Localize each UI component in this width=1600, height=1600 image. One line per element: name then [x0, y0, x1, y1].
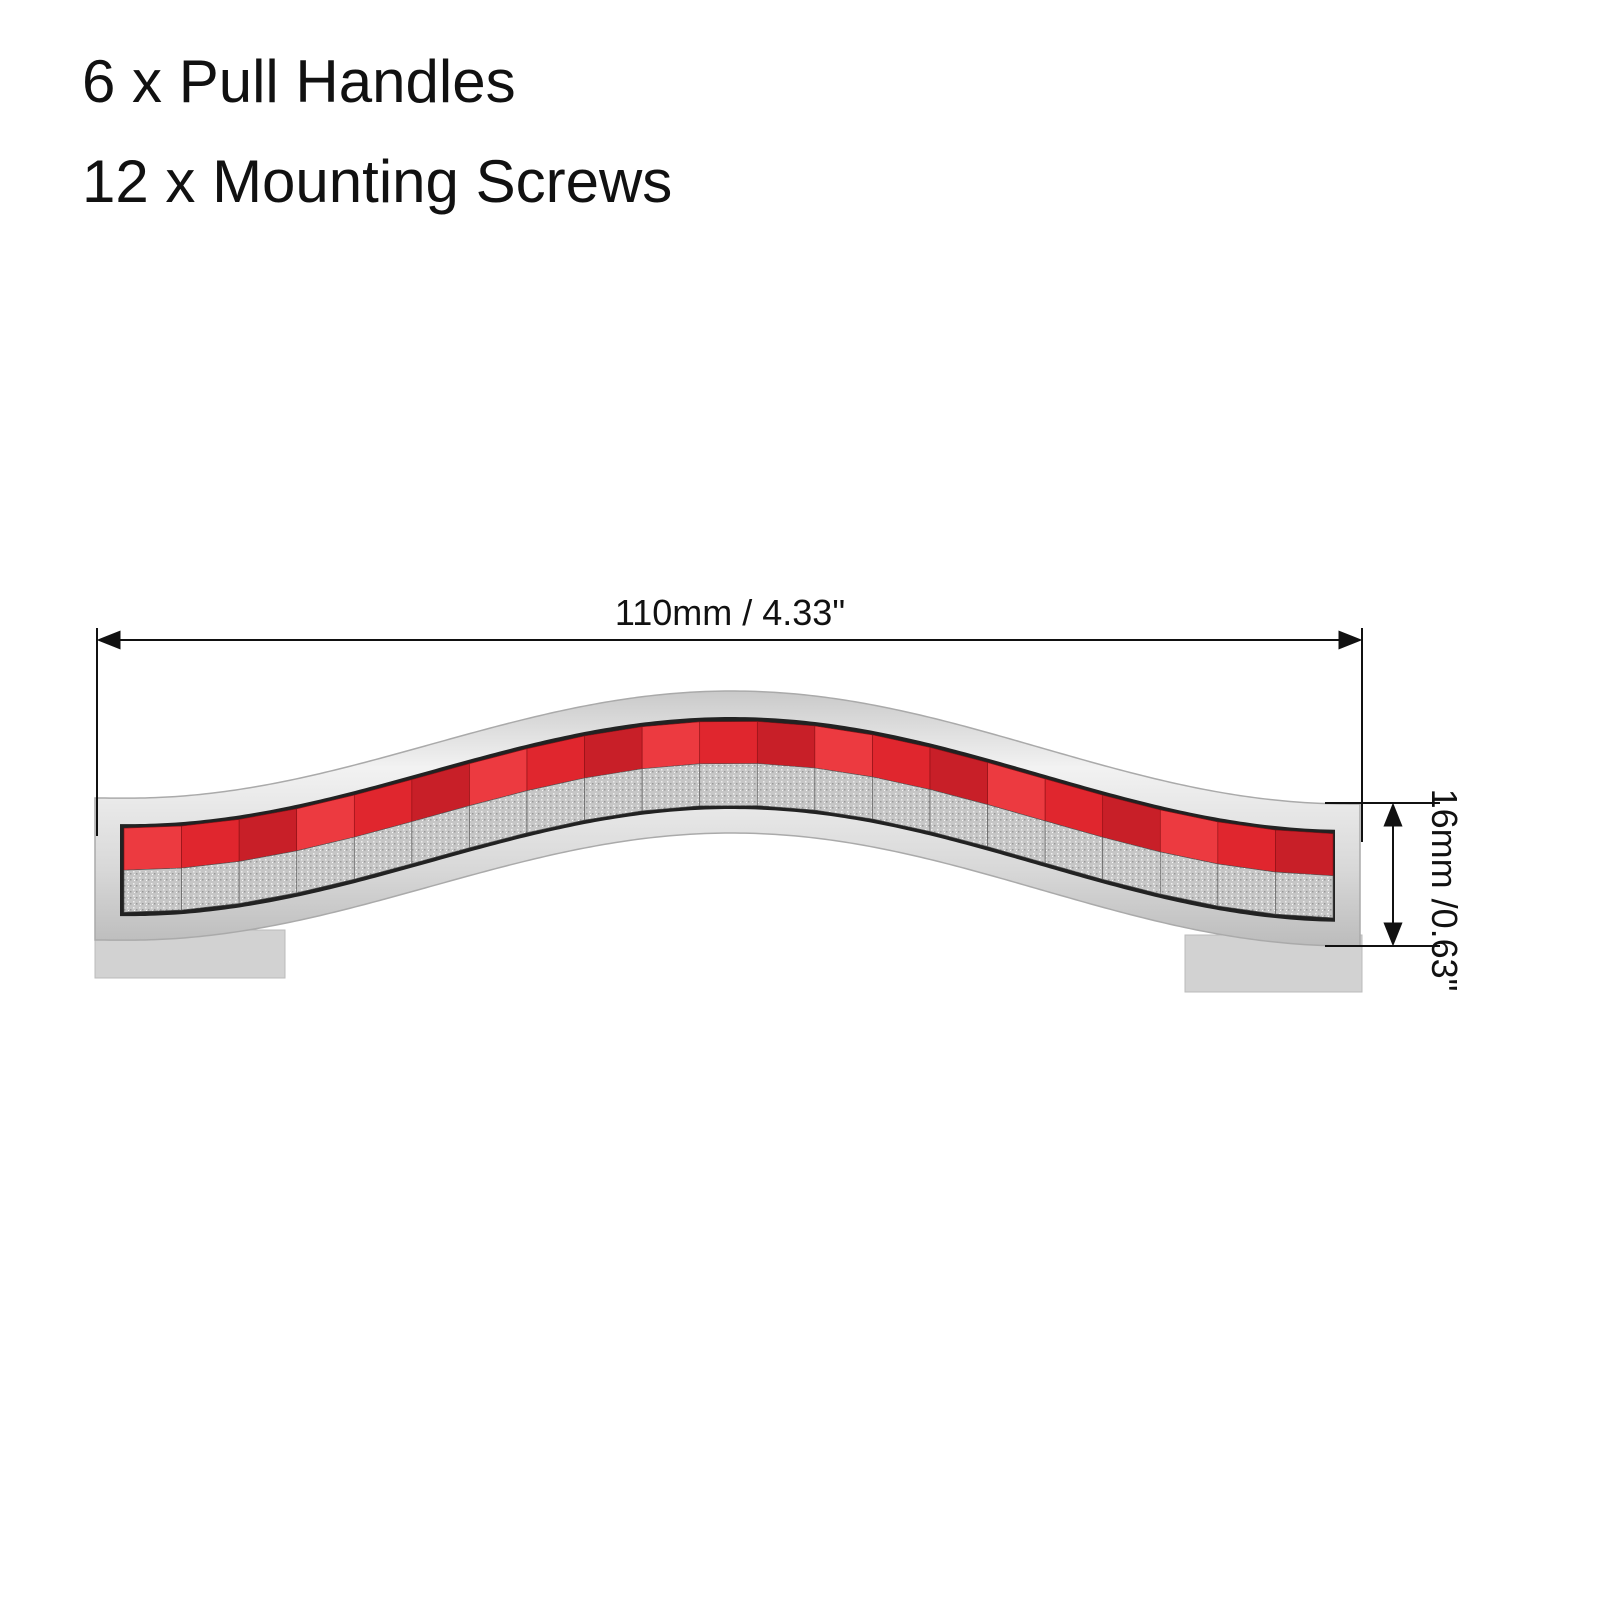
- red-tile: [123, 825, 182, 871]
- silver-tile: [123, 867, 182, 913]
- silver-tile: [699, 763, 758, 807]
- silver-tile: [584, 768, 643, 821]
- red-tile: [1217, 821, 1276, 873]
- contents-line-handles: 6 x Pull Handles: [82, 48, 516, 115]
- red-tile: [641, 721, 701, 770]
- silver-tile: [814, 767, 873, 820]
- length-label: 110mm / 4.33": [615, 592, 845, 633]
- red-tile: [756, 721, 816, 769]
- silver-tile: [1275, 871, 1334, 919]
- red-tile: [181, 819, 240, 869]
- red-tile: [699, 721, 758, 765]
- silver-tile: [1217, 863, 1276, 915]
- silver-tile: [181, 861, 240, 911]
- height-label: 16mm /0.63": [1424, 789, 1465, 992]
- silver-tile: [641, 763, 701, 812]
- red-tile: [1275, 829, 1334, 877]
- contents-line-screws: 12 x Mounting Screws: [82, 148, 673, 215]
- handle-inlay: [120, 717, 1335, 922]
- silver-tile: [756, 763, 816, 811]
